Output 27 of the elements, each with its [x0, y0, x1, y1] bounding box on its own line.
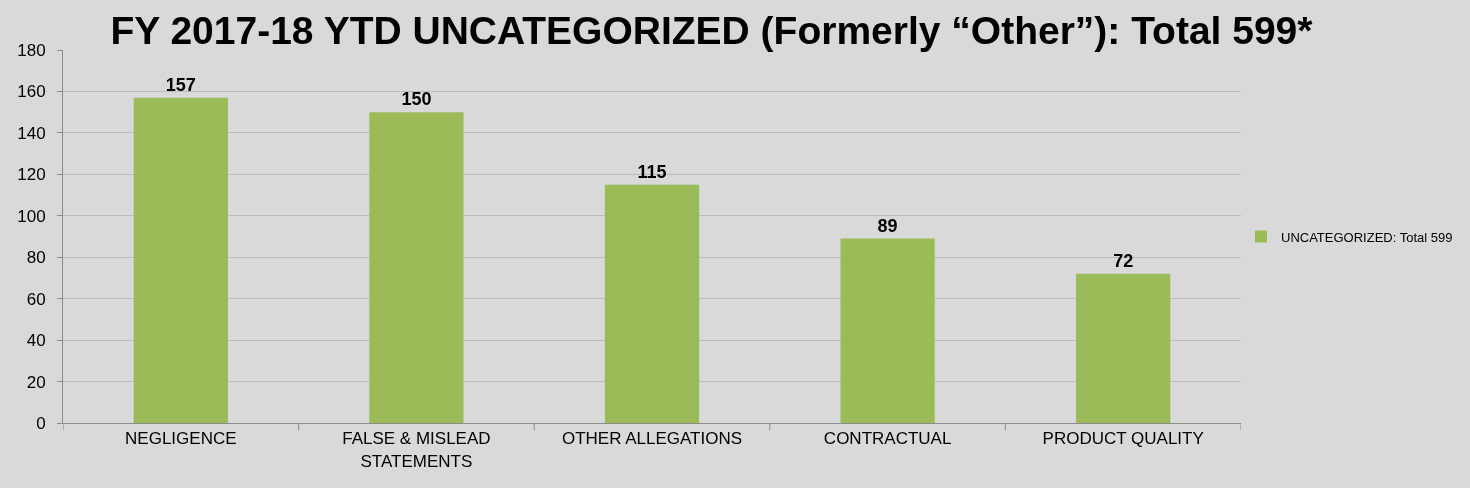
data-label: 115	[637, 161, 667, 182]
x-tick-label: PRODUCT QUALITY	[1042, 429, 1204, 449]
y-tick-label: 140	[17, 123, 46, 143]
x-tick-label: CONTRACTUAL	[823, 429, 952, 449]
legend-label: UNCATEGORIZED: Total 599	[1281, 229, 1453, 245]
y-tick-label: 160	[17, 82, 46, 102]
y-tick-label: 0	[36, 413, 46, 433]
data-label: 72	[1113, 250, 1134, 271]
x-tick-label: NEGLIGENCE	[125, 429, 237, 449]
bar	[369, 112, 464, 423]
y-tick-label: 120	[17, 165, 46, 185]
bar	[604, 184, 700, 423]
bar	[133, 97, 228, 423]
x-tick-label: OTHER ALLEGATIONS	[561, 429, 743, 449]
data-label: 157	[165, 74, 196, 95]
y-tick-label: 80	[26, 248, 46, 268]
data-label: 89	[877, 215, 898, 236]
y-tick-label: 20	[26, 372, 46, 392]
data-label: 150	[401, 89, 432, 110]
y-tick-label: 40	[26, 331, 46, 351]
bar	[1076, 273, 1171, 423]
y-tick-label: 100	[17, 206, 46, 226]
x-tick-label: FALSE & MISLEAD STATEMENTS	[342, 429, 491, 471]
y-tick-label: 60	[26, 289, 46, 309]
chart-title: FY 2017-18 YTD UNCATEGORIZED (Formerly “Other”): Total 599*	[110, 9, 1314, 53]
bar	[840, 238, 935, 423]
y-tick-label: 180	[17, 40, 46, 60]
